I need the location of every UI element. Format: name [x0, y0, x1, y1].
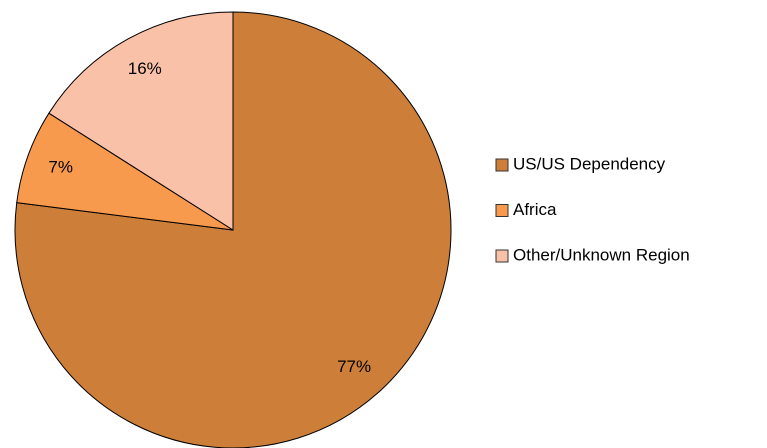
data-label: 77%: [337, 357, 371, 376]
legend-marker: [495, 249, 509, 263]
pie-slice: [48, 11, 234, 231]
data-label: 16%: [128, 59, 162, 78]
legend-label: Africa: [513, 200, 557, 219]
legend-label: Other/Unknown Region: [513, 245, 690, 264]
legend-marker: [495, 158, 509, 172]
legend-marker: [495, 204, 509, 217]
data-label: 7%: [48, 157, 73, 176]
legend-label: US/US Dependency: [513, 154, 666, 173]
